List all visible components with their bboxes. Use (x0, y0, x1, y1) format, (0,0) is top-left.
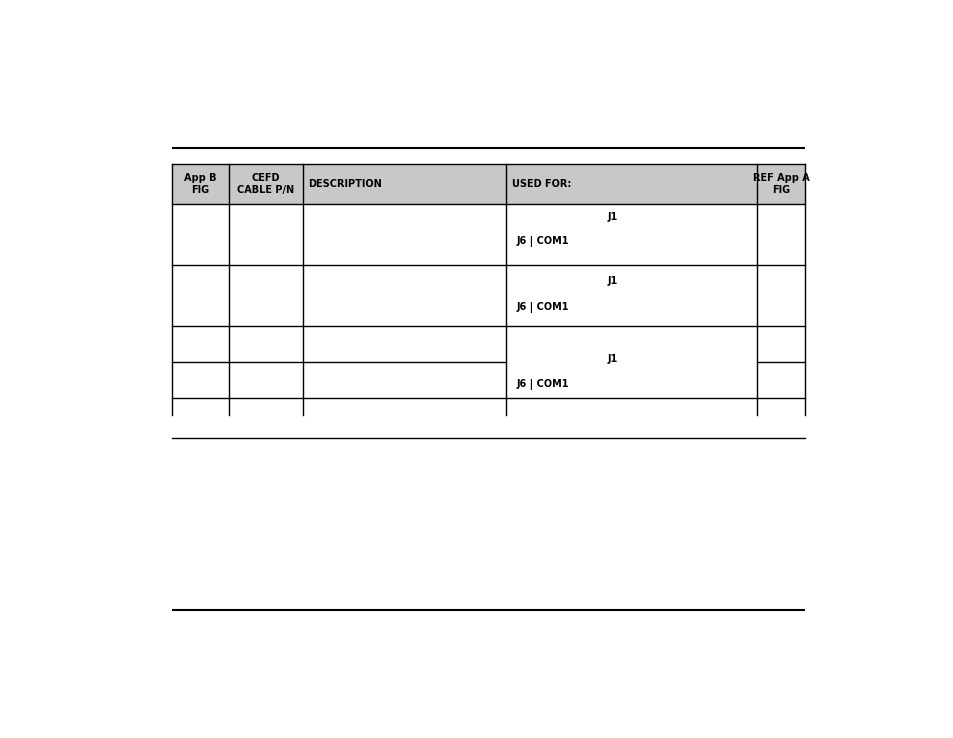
Text: REF App A
FIG: REF App A FIG (752, 173, 809, 195)
Text: J1: J1 (606, 212, 617, 221)
Text: J1: J1 (606, 354, 617, 364)
Text: J6 | COM1: J6 | COM1 (516, 236, 568, 247)
Text: DESCRIPTION: DESCRIPTION (308, 179, 382, 189)
Text: J6 | COM1: J6 | COM1 (516, 379, 568, 390)
Text: App B
FIG: App B FIG (184, 173, 216, 195)
Text: J6 | COM1: J6 | COM1 (516, 302, 568, 313)
Bar (172, 164, 804, 204)
Text: J1: J1 (606, 277, 617, 286)
Text: CEFD
CABLE P/N: CEFD CABLE P/N (237, 173, 294, 195)
Text: USED FOR:: USED FOR: (512, 179, 571, 189)
